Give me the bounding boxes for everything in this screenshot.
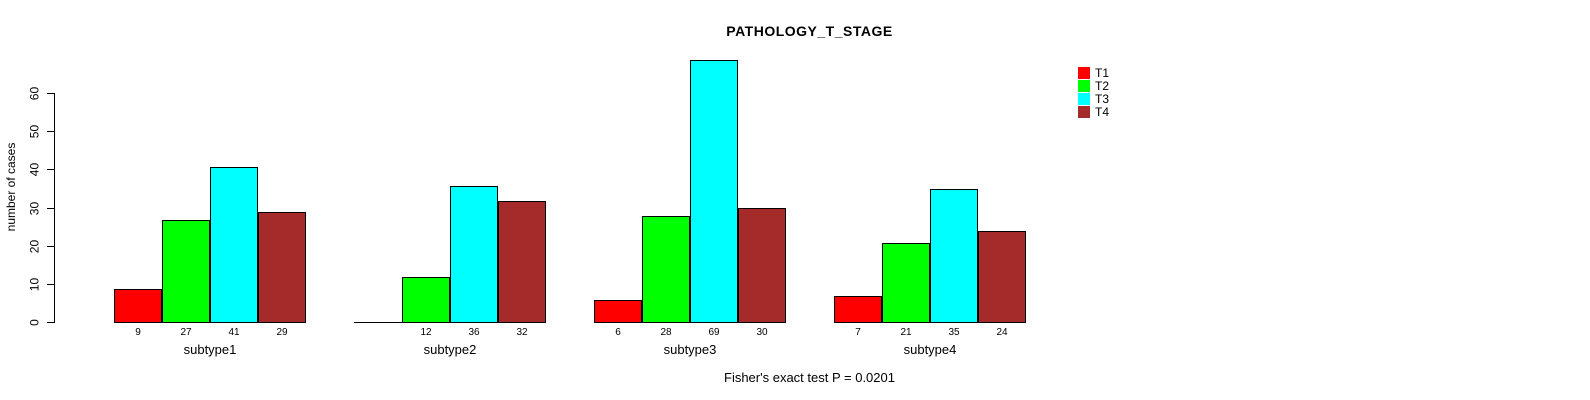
- bar-value-label: 9: [135, 327, 141, 338]
- bar-t3-subtype3: [690, 60, 738, 323]
- bar-value-label: 30: [756, 327, 768, 338]
- y-tick-mark: [47, 283, 54, 285]
- y-tick-label: 0: [27, 319, 42, 326]
- y-tick-mark: [47, 93, 54, 94]
- legend-row-t2: T2: [1078, 79, 1109, 92]
- bar-value-label: 32: [516, 327, 528, 338]
- bar-t4-subtype4: [978, 231, 1026, 323]
- category-label-subtype2: subtype2: [423, 342, 477, 357]
- legend-swatch-t3: [1078, 92, 1090, 105]
- y-tick-mark: [47, 207, 54, 209]
- bar-t1-subtype2-zero: [354, 322, 402, 323]
- legend-swatch-t2: [1078, 79, 1090, 92]
- bar-t1-subtype4: [834, 296, 882, 323]
- bar-t1-subtype3: [594, 300, 642, 323]
- legend-swatch-t4: [1078, 105, 1090, 118]
- category-label-subtype4: subtype4: [903, 342, 957, 357]
- bar-t4-subtype1: [258, 212, 306, 323]
- y-tick-mark: [47, 245, 54, 247]
- bar-value-label: 35: [948, 327, 960, 338]
- bar-t2-subtype4: [882, 243, 930, 323]
- y-tick-label: 10: [27, 277, 42, 292]
- bar-value-label: 24: [996, 327, 1008, 338]
- stat-test-caption: Fisher's exact test P = 0.0201: [724, 370, 895, 385]
- bar-value-label: 21: [900, 327, 912, 338]
- y-tick-mark: [47, 322, 54, 323]
- legend-row-t3: T3: [1078, 92, 1109, 105]
- y-axis-label: number of cases: [4, 142, 18, 232]
- y-tick-mark: [47, 169, 54, 171]
- bar-t2-subtype3: [642, 216, 690, 323]
- legend-label: T4: [1095, 104, 1110, 119]
- legend-row-t4: T4: [1078, 105, 1109, 118]
- y-tick-mark: [47, 131, 54, 133]
- bar-value-label: 6: [615, 327, 621, 338]
- bar-t4-subtype3: [738, 208, 786, 323]
- legend-label: T2: [1095, 78, 1110, 93]
- bar-value-label: 27: [180, 327, 192, 338]
- y-tick-label: 30: [27, 201, 42, 215]
- legend-label: T1: [1095, 65, 1110, 80]
- bar-t3-subtype1: [210, 167, 258, 323]
- chart-title: PATHOLOGY_T_STAGE: [726, 23, 893, 39]
- y-tick-label: 40: [27, 163, 42, 177]
- legend-row-t1: T1: [1078, 66, 1109, 79]
- legend-swatch-t1: [1078, 66, 1090, 79]
- bar-value-label: 7: [855, 327, 861, 338]
- bar-t3-subtype4: [930, 189, 978, 323]
- bar-value-label: 28: [660, 327, 672, 338]
- bar-value-label: 41: [228, 327, 240, 338]
- bar-t2-subtype1: [162, 220, 210, 323]
- bar-value-label: 69: [708, 327, 720, 338]
- y-tick-label: 60: [27, 86, 42, 101]
- y-axis-line: [54, 93, 55, 323]
- category-label-subtype1: subtype1: [183, 342, 237, 357]
- bar-t1-subtype1: [114, 289, 162, 323]
- bar-value-label: 12: [420, 327, 432, 338]
- bar-t3-subtype2: [450, 186, 498, 323]
- bar-value-label: 36: [468, 327, 480, 338]
- bar-t4-subtype2: [498, 201, 546, 323]
- category-label-subtype3: subtype3: [663, 342, 717, 357]
- legend-label: T3: [1095, 91, 1110, 106]
- y-tick-label: 50: [27, 124, 42, 139]
- bar-t2-subtype2: [402, 277, 450, 323]
- y-tick-label: 20: [27, 239, 42, 253]
- bar-value-label: 29: [276, 327, 288, 338]
- legend: T1 T2 T3 T4: [1078, 66, 1109, 118]
